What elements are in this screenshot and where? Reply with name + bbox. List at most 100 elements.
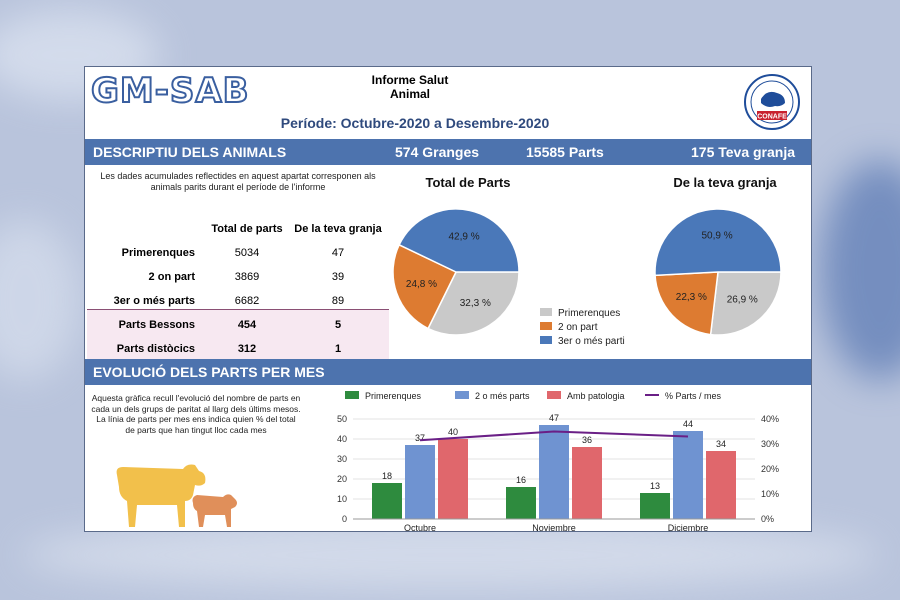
title-line-1: Informe Salut bbox=[371, 73, 449, 87]
pie-slice bbox=[709, 271, 782, 336]
teva-granja-count: 175 Teva granja bbox=[691, 144, 796, 160]
bar bbox=[673, 431, 703, 519]
cell-total: 3869 bbox=[234, 271, 260, 283]
seal-label: CONAFE bbox=[757, 114, 787, 121]
legend-label: % Parts / mes bbox=[665, 391, 722, 401]
evolution-description: Aquesta gràfica recull l'evolució del no… bbox=[91, 393, 301, 435]
section-title-evolution: EVOLUCIÓ DELS PARTS PER MES bbox=[93, 364, 325, 380]
pie-slice-label: 22,3 % bbox=[676, 292, 707, 303]
table-row: Parts distòcics 312 1 bbox=[95, 337, 387, 361]
bar-value-label: 44 bbox=[683, 419, 693, 429]
background-blob bbox=[0, 220, 80, 380]
table-header-row: Total de parts De la teva granja bbox=[95, 217, 387, 241]
y-tick-label: 10 bbox=[337, 494, 347, 504]
y2-tick-label: 30% bbox=[761, 439, 779, 449]
table-header bbox=[95, 217, 205, 241]
section-band-animals: DESCRIPTIU DELS ANIMALS 574 Granges 1558… bbox=[85, 139, 811, 165]
highlight-box bbox=[87, 309, 389, 360]
bar-value-label: 16 bbox=[516, 475, 526, 485]
bar bbox=[372, 483, 402, 519]
pie-slice-label: 24,8 % bbox=[406, 279, 437, 290]
table-row: 2 on part 3869 39 bbox=[95, 265, 387, 289]
pie-slice bbox=[654, 208, 782, 277]
pie-legend: Primerenques 2 on part 3er o més parti bbox=[540, 308, 625, 347]
cell-total: 6682 bbox=[234, 295, 260, 307]
y2-tick-label: 0% bbox=[761, 514, 774, 524]
cell-total: 312 bbox=[237, 343, 257, 355]
gm-sab-logo: GM-SAB bbox=[90, 70, 250, 112]
section-band-evolution: EVOLUCIÓ DELS PARTS PER MES bbox=[85, 359, 811, 385]
pie-slice-label: 32,3 % bbox=[460, 298, 491, 309]
pie-slice-label: 42,9 % bbox=[449, 231, 480, 242]
y-tick-label: 20 bbox=[337, 474, 347, 484]
cell-total: 454 bbox=[237, 319, 257, 331]
legend-label: 2 o més parts bbox=[475, 391, 530, 401]
table-row: 3er o més parts 6682 89 bbox=[95, 289, 387, 313]
parts-count: 15585 Parts bbox=[526, 144, 604, 160]
report-header: GM-SAB Informe Salut Animal Període: Oct… bbox=[85, 67, 811, 139]
cell-granja: 47 bbox=[331, 247, 345, 259]
legend-swatch bbox=[455, 391, 469, 399]
y2-tick-label: 40% bbox=[761, 414, 779, 424]
pie-chart-total: 32,3 % 24,8 % 42,9 % bbox=[392, 208, 520, 336]
period-label: Període: Octubre-2020 a Desembre-2020 bbox=[280, 115, 550, 131]
bar-value-label: 13 bbox=[650, 481, 660, 491]
bar-value-label: 34 bbox=[716, 439, 726, 449]
y-tick-label: 0 bbox=[342, 514, 347, 524]
health-report: GM-SAB Informe Salut Animal Període: Oct… bbox=[84, 66, 812, 532]
legend-swatch bbox=[547, 391, 561, 399]
pie-granja-title: De la teva granja bbox=[673, 175, 777, 190]
y-tick-label: 40 bbox=[337, 434, 347, 444]
y-tick-label: 30 bbox=[337, 454, 347, 464]
legend-label: 2 on part bbox=[558, 322, 598, 333]
table-row: Parts Bessons 454 5 bbox=[95, 313, 387, 337]
legend-label: Amb patologia bbox=[567, 391, 625, 401]
legend-swatch bbox=[345, 391, 359, 399]
bar-value-label: 37 bbox=[415, 433, 425, 443]
pie-slice bbox=[427, 271, 520, 336]
x-tick-label: Noviembre bbox=[532, 523, 576, 532]
bar bbox=[706, 451, 736, 519]
cell-granja: 5 bbox=[334, 319, 342, 331]
pie-slice bbox=[392, 243, 458, 330]
legend-swatch bbox=[540, 336, 552, 344]
y2-tick-label: 10% bbox=[761, 489, 779, 499]
cell-granja: 39 bbox=[331, 271, 345, 283]
x-tick-label: Diciembre bbox=[668, 523, 709, 532]
bar bbox=[405, 445, 435, 519]
y2-tick-label: 20% bbox=[761, 464, 779, 474]
bar bbox=[572, 447, 602, 519]
row-label: Parts Bessons bbox=[118, 319, 195, 331]
pie-chart-granja: 26,9 % 22,3 % 50,9 % bbox=[654, 208, 782, 336]
cell-total: 5034 bbox=[234, 247, 260, 259]
legend-label: Primerenques bbox=[365, 391, 422, 401]
cell-granja: 1 bbox=[334, 343, 342, 355]
conafe-seal-icon: CONAFE bbox=[744, 74, 800, 130]
pie-slice bbox=[654, 271, 719, 336]
bar bbox=[506, 487, 536, 519]
section-title-animals: DESCRIPTIU DELS ANIMALS bbox=[93, 144, 287, 160]
legend-swatch bbox=[540, 308, 552, 316]
background-blob bbox=[820, 160, 900, 380]
bar-chart-evolution: Primerenques 2 o més parts Amb patologia % … bbox=[337, 391, 779, 532]
pie-slice-label: 50,9 % bbox=[701, 230, 732, 241]
y-tick-label: 50 bbox=[337, 414, 347, 424]
bar-value-label: 18 bbox=[382, 471, 392, 481]
cow-and-calf-icon bbox=[116, 464, 237, 527]
percent-line bbox=[419, 430, 689, 442]
bar bbox=[640, 493, 670, 519]
pie-total-title: Total de Parts bbox=[425, 175, 511, 190]
table-header: Total de parts bbox=[211, 223, 283, 235]
table-header: De la teva granja bbox=[294, 223, 382, 235]
pie-slice bbox=[398, 208, 520, 273]
report-title: Informe Salut Animal bbox=[285, 73, 535, 101]
parts-table: Total de parts De la teva granja Primere… bbox=[95, 217, 387, 361]
row-label: Primerenques bbox=[121, 247, 195, 259]
bar-value-label: 36 bbox=[582, 435, 592, 445]
bar bbox=[539, 425, 569, 519]
legend-swatch bbox=[540, 322, 552, 330]
pie-slice-label: 26,9 % bbox=[727, 294, 758, 305]
row-label: 3er o més parts bbox=[113, 295, 195, 307]
row-label: Parts distòcics bbox=[116, 343, 195, 355]
cell-granja: 89 bbox=[331, 295, 345, 307]
